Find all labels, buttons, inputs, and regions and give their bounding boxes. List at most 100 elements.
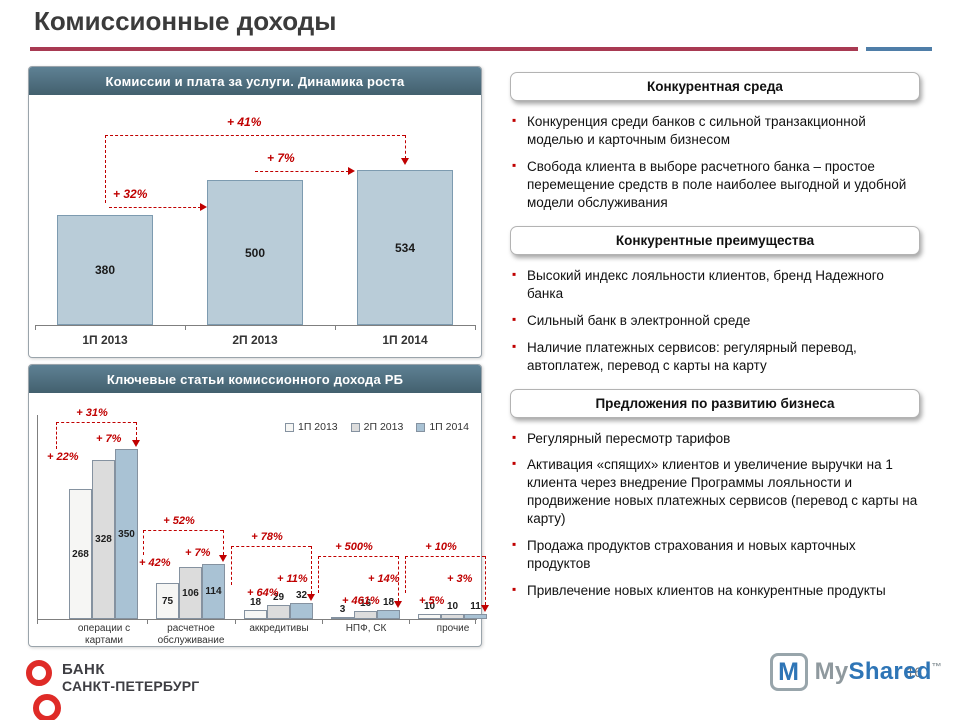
competitive-environment-list: Конкуренция среди банков с сильной транз…: [508, 113, 922, 212]
section-header-competitive-environment: Конкурентная среда: [510, 72, 920, 101]
legend-swatch: [350, 422, 360, 432]
chart2-axis-tick: [409, 619, 410, 624]
myshared-wordmark: MyShared™: [815, 658, 942, 686]
chart2-bar-value: 18: [382, 597, 395, 608]
myshared-watermark[interactable]: M MyShared™: [769, 653, 942, 691]
chart2-annotation-step1: + 461%: [342, 595, 380, 607]
chart2-category-label: операции с картами: [77, 623, 131, 646]
chart2-annotation-line: [311, 546, 312, 594]
chart2-annotation-arrow: [132, 440, 140, 447]
chart2-bar: [441, 614, 464, 619]
chart2-annotation-line: [223, 530, 224, 555]
bank-name: БАНК САНКТ-ПЕТЕРБУРГ: [62, 661, 199, 694]
bullet-item: Высокий индекс лояльности клиентов, брен…: [512, 267, 922, 303]
chart1-axis-tick: [35, 325, 36, 330]
chart2-bar-value: 18: [249, 597, 262, 608]
chart1-bar: 380: [57, 215, 153, 325]
chart2-axis-tick: [322, 619, 323, 624]
chart2-bar-value: 32: [295, 590, 308, 601]
chart2-annotation-arrow: [307, 594, 315, 601]
panel1-title: Комиссии и плата за услуги. Динамика рос…: [29, 67, 481, 95]
chart1-annotation-arrow: [401, 158, 409, 165]
chart1-category-label: 1П 2014: [382, 333, 428, 347]
competitive-advantages-list: Высокий индекс лояльности клиентов, брен…: [508, 267, 922, 375]
legend-label: 1П 2014: [429, 421, 469, 433]
chart2-annotation-total: + 52%: [163, 515, 195, 527]
chart2-annotation-arrow: [481, 605, 489, 612]
chart1-bar-value: 500: [244, 245, 266, 260]
chart2-bar: [331, 617, 354, 619]
legend-label: 1П 2013: [297, 421, 338, 433]
myshared-icon-letter: M: [778, 657, 799, 686]
chart1-bar: 534: [357, 170, 453, 325]
myshared-logo-icon: M: [769, 653, 808, 691]
chart1-bar: 500: [207, 180, 303, 325]
chart2-bar-value: 29: [272, 592, 285, 603]
chart2-annotation-line: [318, 556, 319, 593]
chart2-category-label: аккредитивы: [249, 623, 309, 634]
key-commission-items-chart: 1П 2013 2П 2013 1П 2014 268 75 18 3 10 328 106 29…: [29, 393, 489, 646]
bullet-item: Продажа продуктов страхования и новых ка…: [512, 537, 922, 573]
chart2-annotation-line: [136, 422, 137, 440]
chart2-annotation-line: [231, 546, 311, 547]
title-underline-blue: [866, 47, 932, 51]
chart2-annotation-line: [143, 530, 144, 555]
chart2-annotation-line: [318, 556, 398, 557]
chart2-bar-value: 3: [339, 604, 346, 615]
chart1-axis-tick: [335, 325, 336, 330]
chart1-annotation-line: [109, 207, 201, 208]
chart2-annotation-step1: + 22%: [47, 451, 79, 463]
chart1-annotation-label: + 7%: [267, 151, 295, 165]
chart2-bar: [244, 610, 267, 619]
legend-label: 2П 2013: [363, 421, 404, 433]
slide-title: Комиссионные доходы: [34, 6, 337, 36]
chart2-axis-tick: [475, 619, 476, 624]
chart2-bar: [267, 605, 290, 619]
chart1-x-axis: [35, 325, 475, 326]
chart1-bar-value: 380: [94, 263, 116, 277]
legend-item: 1П 2013: [284, 421, 338, 433]
chart2-bar-value: 106: [182, 587, 199, 599]
chart2-annotation-total: + 31%: [76, 407, 108, 419]
section-header-competitive-advantages: Конкурентные преимущества: [510, 225, 920, 255]
myshared-shared: Shared: [848, 658, 932, 685]
bullet-item: Активация «спящих» клиентов и увеличение…: [512, 456, 922, 528]
chart2-annotation-line: [231, 546, 232, 585]
chart2-bar-value: 350: [118, 528, 135, 540]
chart2-annotation-step1: + 5%: [419, 595, 445, 607]
bullet-item: Привлечение новых клиентов на конкурентн…: [512, 582, 922, 600]
legend-swatch: [416, 422, 426, 432]
chart1-annotation-label: + 32%: [113, 187, 148, 201]
bullet-item: Сильный банк в электронной среде: [512, 312, 922, 330]
legend-swatch: [284, 422, 294, 432]
bank-logo: БАНК САНКТ-ПЕТЕРБУРГ: [26, 658, 246, 720]
chart2-category-label: расчетное обслуживание: [157, 623, 225, 646]
chart1-annotation-line: [105, 135, 106, 203]
bullet-item: Свобода клиента в выборе расчетного банк…: [512, 158, 922, 212]
chart2-bar-value: 11: [470, 601, 481, 612]
chart1-annotation-arrow: [348, 167, 355, 175]
bank-logo-ring2-icon: [33, 694, 61, 720]
chart2-bar: 114: [202, 564, 225, 619]
chart1-bar-value: 534: [394, 240, 416, 255]
legend-item: 2П 2013: [350, 421, 404, 433]
bullet-item: Регулярный пересмотр тарифов: [512, 430, 922, 448]
chart2-bar-value: 114: [205, 586, 222, 597]
chart1-annotation-line: [255, 171, 349, 172]
panel2-title: Ключевые статьи комиссионного дохода РБ: [29, 365, 481, 393]
chart2-bar-value: 16: [359, 598, 372, 609]
chart1-axis-tick: [185, 325, 186, 330]
chart1-category-label: 2П 2013: [232, 333, 278, 347]
chart1-annotation-line: [405, 135, 406, 159]
bullet-item: Конкуренция среди банков с сильной транз…: [512, 113, 922, 149]
chart2-bar: 106: [179, 567, 202, 619]
chart2-annotation-step2: + 7%: [185, 547, 211, 559]
bank-logo-ring-icon: [26, 660, 52, 686]
business-development-list: Регулярный пересмотр тарифов Активация «…: [508, 430, 922, 601]
chart2-bar: [354, 611, 377, 619]
chart2-bar: 328: [92, 460, 115, 619]
chart2-bar-value: 10: [446, 601, 459, 612]
section-header-business-development: Предложения по развитию бизнеса: [510, 388, 920, 418]
chart2-bar: [464, 614, 487, 619]
